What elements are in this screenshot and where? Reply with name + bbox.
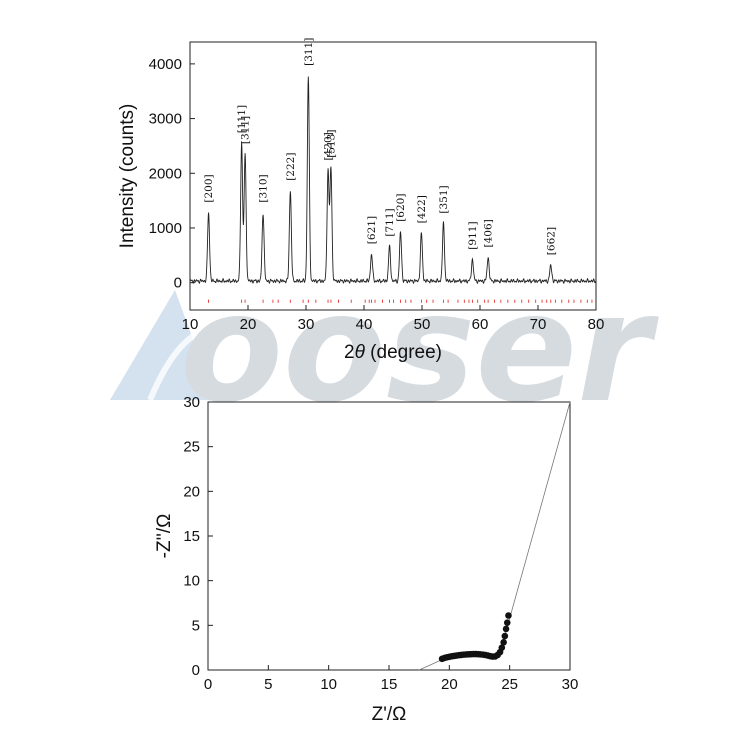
nyquist-axis-ticks: 0 5 10 15 20 25 30 0 5 10 15 20 25 30 bbox=[183, 394, 578, 693]
nyquist-data-point bbox=[501, 632, 509, 640]
nyquist-y-tick-label: 30 bbox=[183, 394, 200, 411]
xrd-pattern-line bbox=[189, 76, 597, 285]
xrd-peak-label: [620] bbox=[395, 194, 407, 222]
nyquist-x-tick-label: 25 bbox=[501, 676, 518, 693]
xrd-axis-ticks: 10 20 30 40 50 60 70 80 0 1000 2000 3000 4000 bbox=[149, 56, 605, 333]
xrd-peak-label: [311] bbox=[240, 116, 252, 144]
xrd-x-tick-label: 10 bbox=[182, 316, 199, 333]
xrd-reference-ticks bbox=[208, 299, 593, 303]
nyquist-x-tick-label: 20 bbox=[441, 676, 458, 693]
xrd-y-tick-label: 0 bbox=[174, 275, 182, 292]
xrd-x-axis-title-prefix: 2 bbox=[344, 342, 355, 363]
watermark: ooser bbox=[110, 262, 659, 436]
xrd-peak-label: [621] bbox=[366, 216, 378, 244]
xrd-x-tick-label: 80 bbox=[588, 316, 605, 333]
nyquist-y-tick-label: 5 bbox=[192, 617, 200, 634]
xrd-x-tick-label: 50 bbox=[414, 316, 431, 333]
xrd-x-axis-title: 2θ (degree) bbox=[344, 342, 442, 363]
xrd-x-axis-title-suffix: (degree) bbox=[365, 342, 442, 363]
nyquist-x-tick-label: 5 bbox=[264, 676, 272, 693]
nyquist-y-tick-label: 10 bbox=[183, 573, 200, 590]
xrd-x-tick-label: 60 bbox=[472, 316, 489, 333]
xrd-peak-label: [200] bbox=[203, 174, 215, 202]
xrd-peak-label: [222] bbox=[285, 153, 297, 181]
xrd-plot-frame bbox=[189, 41, 597, 311]
nyquist-x-tick-label: 15 bbox=[381, 676, 398, 693]
nyquist-data-point bbox=[502, 625, 510, 633]
xrd-peak-label: [662] bbox=[545, 227, 557, 255]
nyquist-y-tick-label: 20 bbox=[183, 483, 200, 500]
nyquist-x-tick-label: 10 bbox=[320, 676, 337, 693]
nyquist-data-points bbox=[438, 612, 512, 663]
xrd-x-tick-label: 40 bbox=[356, 316, 373, 333]
xrd-y-tick-label: 2000 bbox=[149, 165, 182, 182]
nyquist-x-tick-label: 0 bbox=[204, 676, 212, 693]
xrd-x-tick-label: 20 bbox=[240, 316, 257, 333]
xrd-peak-label: [422] bbox=[416, 195, 428, 223]
nyquist-data-point bbox=[500, 639, 507, 646]
xrd-peak-labels: [200][111][311][310][222][311][420][513]… bbox=[203, 38, 557, 256]
nyquist-y-tick-label: 15 bbox=[183, 528, 200, 545]
watermark-text: ooser bbox=[180, 262, 659, 436]
nyquist-y-axis-title: -Z''/Ω bbox=[154, 514, 175, 559]
nyquist-y-tick-label: 0 bbox=[192, 662, 200, 679]
nyquist-y-tick-label: 25 bbox=[183, 439, 200, 456]
xrd-chart: 10 20 30 40 50 60 70 80 0 1000 2000 3000 4000 [200] [… bbox=[117, 38, 604, 363]
xrd-y-tick-label: 3000 bbox=[149, 111, 182, 128]
xrd-peak-label: [311] bbox=[303, 38, 315, 66]
nyquist-data-point bbox=[498, 644, 506, 651]
xrd-y-tick-label: 1000 bbox=[149, 220, 182, 237]
xrd-peak-label: [111] bbox=[236, 105, 248, 133]
nyquist-x-tick-label: 30 bbox=[562, 676, 579, 693]
xrd-y-tick-label: 4000 bbox=[149, 56, 182, 73]
xrd-peak-label: [310] bbox=[258, 174, 270, 202]
nyquist-chart: 0 5 10 15 20 25 30 0 5 10 15 20 25 30 -Z''/Ω Z'/Ω bbox=[154, 394, 578, 725]
xrd-peak-label: [911] bbox=[467, 221, 479, 249]
xrd-peak-label: [513] bbox=[325, 130, 337, 158]
xrd-x-tick-label: 70 bbox=[530, 316, 547, 333]
xrd-peak-label: [711] bbox=[384, 208, 396, 236]
watermark-logo-icon bbox=[110, 290, 215, 400]
nyquist-plot-frame bbox=[207, 401, 571, 671]
nyquist-x-axis-title: Z'/Ω bbox=[372, 704, 407, 725]
xrd-x-axis-title-symbol: θ bbox=[355, 342, 366, 363]
xrd-peak-label: [351] bbox=[438, 185, 450, 213]
nyquist-fit-line bbox=[419, 401, 571, 671]
nyquist-data-point bbox=[505, 612, 512, 619]
xrd-x-tick-label: 30 bbox=[298, 316, 315, 333]
nyquist-data-point bbox=[503, 619, 511, 626]
xrd-peak-label: [406] bbox=[483, 219, 495, 247]
xrd-peak-label: [420] bbox=[323, 132, 335, 160]
xrd-y-axis-title: Intensity (counts) bbox=[117, 104, 138, 249]
